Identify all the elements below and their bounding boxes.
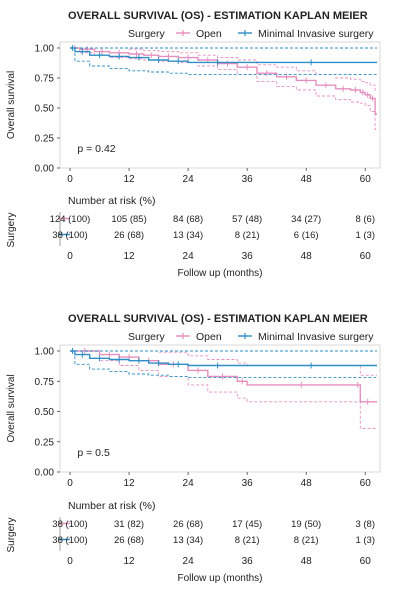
- legend-label: Open: [196, 331, 222, 343]
- risk-cell: 8 (21): [294, 535, 319, 546]
- risk-table: Number at risk (%) 124 (100) 105 (85) 84 (6…: [6, 195, 375, 279]
- x-tick-label: 48: [301, 174, 313, 185]
- series-2: [70, 348, 377, 379]
- risk-x-tick-label: 48: [301, 251, 313, 262]
- legend: Surgery Open Minimal Invasive surgery: [128, 331, 374, 343]
- risk-x-tick-label: 60: [360, 556, 372, 567]
- risk-cell: 26 (68): [114, 535, 144, 546]
- risk-cell: 38 (100): [52, 230, 87, 241]
- legend-label: Minimal Invasive surgery: [258, 331, 374, 343]
- series-2: [70, 45, 377, 75]
- x-tick-label: 12: [123, 478, 135, 489]
- risk-cell: 19 (50): [291, 519, 321, 530]
- risk-cell: 31 (82): [114, 519, 144, 530]
- p-value-annotation: p = 0.42: [77, 143, 115, 155]
- y-tick-label: 0.50: [35, 104, 55, 115]
- x-tick-label: 36: [242, 478, 254, 489]
- legend-title: Surgery: [128, 331, 166, 343]
- risk-table-y-label: Surgery: [6, 517, 17, 552]
- risk-x-tick-label: 0: [67, 556, 73, 567]
- legend-label: Open: [196, 28, 222, 40]
- x-tick-label: 48: [301, 478, 313, 489]
- risk-cell: 105 (85): [111, 214, 146, 225]
- ci-lower-line: [70, 350, 377, 379]
- y-tick-label: 1.00: [35, 347, 55, 358]
- ci-lower-line: [70, 350, 377, 429]
- risk-cell: 3 (8): [355, 519, 375, 530]
- series-1: [70, 348, 377, 429]
- legend-title: Surgery: [128, 28, 166, 40]
- risk-cell: 13 (34): [173, 230, 203, 241]
- risk-cell: 8 (6): [355, 214, 375, 225]
- risk-cell: 26 (68): [173, 519, 203, 530]
- risk-x-tick-label: 0: [67, 251, 73, 262]
- risk-cell: 13 (34): [173, 535, 203, 546]
- risk-table: Number at risk (%) 38 (100) 31 (82) 26 (68)…: [6, 500, 375, 584]
- x-tick-label: 24: [183, 174, 195, 185]
- risk-x-tick-label: 24: [183, 251, 195, 262]
- risk-table-y-label: Surgery: [6, 212, 17, 247]
- risk-cell: 1 (3): [355, 535, 375, 546]
- risk-x-tick-label: 24: [183, 556, 195, 567]
- series-1: [70, 45, 377, 131]
- y-tick-label: 0.75: [35, 377, 55, 388]
- legend-item-1: Open: [176, 331, 222, 343]
- risk-cell: 34 (27): [291, 214, 321, 225]
- risk-x-tick-label: 36: [242, 251, 254, 262]
- risk-table-title: Number at risk (%): [68, 500, 156, 512]
- legend-item-1: Open: [176, 28, 222, 40]
- risk-x-tick-label: 12: [123, 556, 135, 567]
- ci-upper-line: [70, 47, 377, 92]
- y-tick-label: 0.75: [35, 74, 55, 85]
- chart-panel-2: OVERALL SURVIVAL (OS) - ESTIMATION KAPLA…: [6, 313, 381, 584]
- risk-cell: 8 (21): [235, 230, 260, 241]
- legend-item-2: Minimal Invasive surgery: [238, 28, 374, 40]
- y-tick-label: 0.00: [35, 164, 55, 175]
- x-tick-label: 36: [242, 174, 254, 185]
- x-tick-label: 12: [123, 174, 135, 185]
- legend-label: Minimal Invasive surgery: [258, 28, 374, 40]
- risk-x-tick-label: 12: [123, 251, 135, 262]
- risk-table-title: Number at risk (%): [68, 195, 156, 207]
- risk-cell: 84 (68): [173, 214, 203, 225]
- y-tick-label: 0.25: [35, 134, 55, 145]
- y-tick-label: 1.00: [35, 44, 55, 55]
- legend-item-2: Minimal Invasive surgery: [238, 331, 374, 343]
- y-tick-label: 0.00: [35, 468, 55, 479]
- risk-cell: 17 (45): [232, 519, 262, 530]
- x-tick-label: 0: [67, 478, 73, 489]
- legend: Surgery Open Minimal Invasive surgery: [128, 28, 374, 40]
- risk-x-tick-label: 60: [360, 251, 372, 262]
- risk-cell: 57 (48): [232, 214, 262, 225]
- chart-title: OVERALL SURVIVAL (OS) - ESTIMATION KAPLA…: [68, 313, 368, 325]
- y-tick-label: 0.25: [35, 437, 55, 448]
- x-tick-label: 60: [360, 478, 372, 489]
- risk-cell: 26 (68): [114, 230, 144, 241]
- risk-x-tick-label: 48: [301, 556, 313, 567]
- risk-cell: 1 (3): [355, 230, 375, 241]
- chart-panel-1: OVERALL SURVIVAL (OS) - ESTIMATION KAPLA…: [6, 10, 381, 279]
- x-tick-label: 24: [183, 478, 195, 489]
- x-axis-label: Follow up (months): [177, 268, 262, 279]
- risk-cell: 124 (100): [50, 214, 91, 225]
- risk-cell: 6 (16): [294, 230, 319, 241]
- ci-lower-line: [70, 47, 377, 131]
- x-tick-label: 0: [67, 174, 73, 185]
- risk-cell: 38 (100): [52, 519, 87, 530]
- y-axis-label: Overall survival: [6, 374, 17, 442]
- y-tick-label: 0.50: [35, 407, 55, 418]
- x-axis-label: Follow up (months): [177, 573, 262, 584]
- chart-title: OVERALL SURVIVAL (OS) - ESTIMATION KAPLA…: [68, 10, 368, 22]
- p-value-annotation: p = 0.5: [77, 447, 110, 459]
- y-axis-label: Overall survival: [6, 71, 17, 139]
- risk-cell: 8 (21): [235, 535, 260, 546]
- risk-cell: 38 (100): [52, 535, 87, 546]
- ci-upper-line: [70, 350, 377, 376]
- x-tick-label: 60: [360, 174, 372, 185]
- ci-lower-line: [70, 47, 377, 75]
- risk-x-tick-label: 36: [242, 556, 254, 567]
